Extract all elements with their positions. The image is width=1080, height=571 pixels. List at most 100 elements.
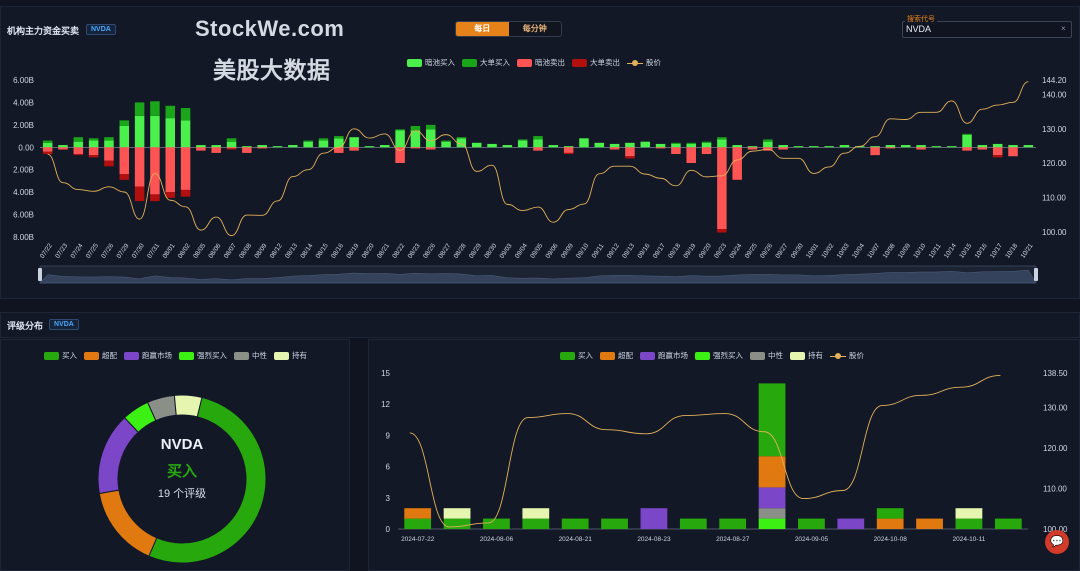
rating-bar-legend-label: 中性 <box>768 351 783 360</box>
x-tick-label: 10/10 <box>912 242 927 260</box>
donut-legend-item-2[interactable]: 跑赢市场 <box>124 350 172 361</box>
donut-legend-item-1[interactable]: 超配 <box>84 350 117 361</box>
fund-bar-暗池买入 <box>410 130 421 148</box>
fund-bar-大单卖出 <box>73 154 84 156</box>
rating-y-tick: 3 <box>386 494 391 503</box>
x-tick-label: 10/17 <box>989 242 1004 260</box>
x-tick-label: 08/13 <box>284 242 299 260</box>
fund-bar-暗池买入 <box>977 145 988 148</box>
fund-bar-大单买入 <box>456 137 467 139</box>
rating-bar-超配 <box>404 508 432 519</box>
fund-bar-大单买入 <box>88 138 99 141</box>
fund-bar-暗池买入 <box>793 146 804 148</box>
donut-legend-label: 跑赢市场 <box>142 351 172 360</box>
search-input[interactable] <box>902 21 1072 38</box>
ratings-bar-chart: 0 3 6 9 12 15 138.50 130.00 120.00 110.00 100.00 20… <box>381 369 1068 543</box>
donut-legend-item-3[interactable]: 强烈买入 <box>179 350 227 361</box>
fund-bar-暗池买入 <box>763 141 773 148</box>
donut-legend-swatch <box>179 351 194 360</box>
fund-bar-暗池买入 <box>701 142 712 148</box>
clear-icon[interactable]: × <box>1061 24 1066 33</box>
fund-legend-item-3[interactable]: 大单卖出 <box>572 57 620 68</box>
fund-bar-暗池卖出 <box>625 147 635 157</box>
fund-bar-暗池买入 <box>548 145 559 148</box>
fund-bar-大单卖出 <box>563 152 574 155</box>
zoom-slider-preview <box>39 269 1037 284</box>
x-tick-label: 09/25 <box>744 242 759 260</box>
fund-bar-暗池卖出 <box>196 147 206 151</box>
fund-bar-大单买入 <box>165 105 175 119</box>
fund-bar-暗池卖出 <box>671 147 681 155</box>
x-tick-label: 07/24 <box>70 242 85 260</box>
donut-center-rating: 买入 <box>166 463 197 480</box>
fund-bar-暗池卖出 <box>563 147 574 153</box>
search-value[interactable]: NVDA <box>906 24 932 34</box>
fund-bar-大单买入 <box>425 124 436 130</box>
x-tick-label: 09/13 <box>621 242 636 260</box>
rating-bar-legend-item-2[interactable]: 跑赢市场 <box>640 350 688 361</box>
fund-bar-暗池买入 <box>732 145 742 148</box>
rating-bar-legend-label: 强烈买入 <box>713 351 743 360</box>
fund-legend-label: 大单卖出 <box>590 58 620 67</box>
fund-bar-暗池买入 <box>88 140 99 148</box>
chat-icon[interactable]: 💬 <box>1045 530 1069 554</box>
interval-toggle[interactable]: 每日 每分钟 <box>455 21 562 37</box>
x-tick-label: 07/26 <box>100 242 115 260</box>
fund-bar-暗池买入 <box>104 140 114 148</box>
fund-bar-暗池买入 <box>962 134 972 148</box>
rating-bar-legend-item-5[interactable]: 持有 <box>790 350 823 361</box>
fund-bar-暗池买入 <box>625 142 635 148</box>
rating-x-tick: 2024-08-06 <box>480 536 514 543</box>
rating-bar-legend-item-1[interactable]: 超配 <box>600 350 633 361</box>
fund-bar-暗池买入 <box>717 139 727 148</box>
rating-bar-legend-label: 跑赢市场 <box>658 351 688 360</box>
fund-bar-大单买入 <box>395 129 405 131</box>
y-right-tick: 110.00 <box>1042 193 1066 202</box>
fund-bar-大单卖出 <box>42 151 53 155</box>
fund-legend-item-0[interactable]: 暗池买入 <box>407 57 455 68</box>
donut-legend-item-0[interactable]: 买入 <box>44 350 77 361</box>
fund-bar-暗池买入 <box>916 145 926 148</box>
x-tick-label: 09/03 <box>499 242 514 260</box>
rating-bar-legend-item-4[interactable]: 中性 <box>750 350 783 361</box>
rating-bar-legend-item-6[interactable]: 股价 <box>830 350 864 361</box>
x-tick-label: 08/21 <box>376 242 391 260</box>
x-tick-label: 09/09 <box>560 242 575 260</box>
fund-legend-item-4[interactable]: 股价 <box>627 57 661 68</box>
fund-bar-大单买入 <box>226 138 237 142</box>
toggle-minute[interactable]: 每分钟 <box>522 24 547 33</box>
rating-bar-legend-swatch <box>600 351 615 360</box>
fund-bar-大单买入 <box>104 137 114 141</box>
x-tick-label: 10/21 <box>1020 242 1035 260</box>
watermark-subtitle: 美股大数据 <box>213 57 331 83</box>
x-tick-label: 08/15 <box>315 242 330 260</box>
fund-bar-暗池卖出 <box>150 147 160 195</box>
donut-slice-跑赢市场 <box>97 416 139 495</box>
fund-bar-暗池买入 <box>242 146 252 148</box>
fund-bar-暗池卖出 <box>778 147 788 150</box>
fund-bar-暗池卖出 <box>609 147 620 150</box>
rating-x-tick: 2024-10-11 <box>953 536 986 543</box>
x-tick-label: 09/30 <box>790 242 805 260</box>
fund-bar-大单买入 <box>303 140 313 142</box>
donut-legend-item-5[interactable]: 持有 <box>274 350 307 361</box>
rating-bar-legend-swatch <box>560 351 575 360</box>
ratings-bar-panel <box>368 339 1080 571</box>
x-tick-label: 07/25 <box>85 242 100 260</box>
fund-bar-暗池卖出 <box>211 147 221 153</box>
rating-bar-legend-item-3[interactable]: 强烈买入 <box>695 350 743 361</box>
rating-bar-legend-item-0[interactable]: 买入 <box>560 350 593 361</box>
x-tick-label: 07/22 <box>39 242 54 260</box>
fund-bar-大单买入 <box>717 137 727 140</box>
x-tick-label: 08/06 <box>207 242 222 260</box>
rating-bar-legend-label: 持有 <box>808 351 823 360</box>
fund-legend-label: 暗池卖出 <box>535 58 565 67</box>
fund-bar-大单卖出 <box>992 155 1003 158</box>
x-tick-label: 10/14 <box>943 242 958 260</box>
toggle-daily[interactable]: 每日 <box>456 22 509 36</box>
donut-legend-item-4[interactable]: 中性 <box>234 350 267 361</box>
fund-legend-item-1[interactable]: 大单买入 <box>462 57 510 68</box>
fund-legend-item-2[interactable]: 暗池卖出 <box>517 57 565 68</box>
fund-bar-暗池买入 <box>334 138 344 148</box>
fund-bar-大单买入 <box>334 136 344 139</box>
